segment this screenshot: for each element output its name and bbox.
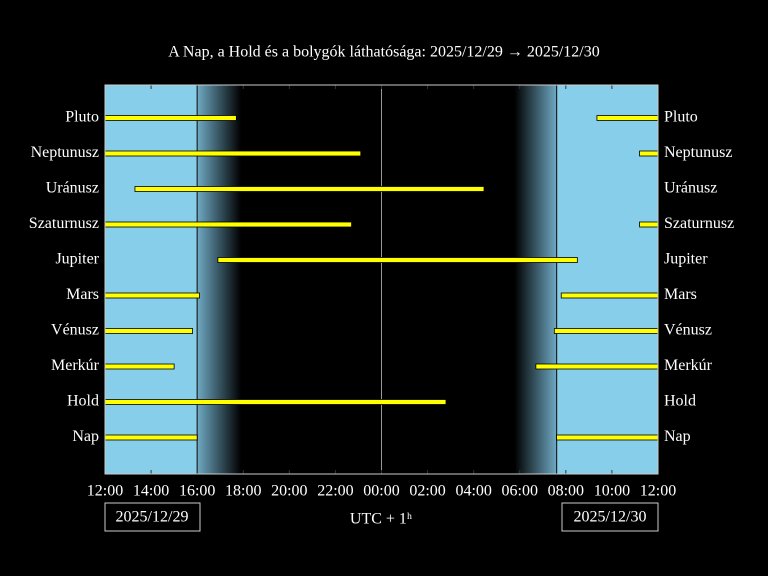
visibility-bar (639, 221, 659, 228)
x-tick-label: 06:00 (502, 483, 538, 500)
x-tick-label: 12:00 (640, 483, 676, 500)
visibility-bar (104, 292, 200, 299)
row-label: Hold (67, 393, 99, 410)
visibility-bar (560, 292, 659, 299)
row-label: Szaturnusz (29, 215, 99, 232)
visibility-bar (104, 150, 362, 157)
x-tick-label: 02:00 (409, 483, 445, 500)
row-label: Pluto (664, 109, 698, 126)
visibility-bar (104, 221, 352, 228)
row-label: Neptunusz (31, 144, 99, 161)
twilight (197, 85, 242, 474)
x-tick-label: 20:00 (271, 483, 307, 500)
visibility-bar (104, 363, 175, 370)
visibility-bar (553, 328, 659, 334)
visibility-bar (104, 328, 193, 334)
row-label: Mars (66, 286, 99, 303)
date-box (561, 502, 659, 532)
row-label: Vénusz (51, 322, 99, 339)
chart-title: A Nap, a Hold és a bolygók láthatósága: … (168, 44, 600, 61)
x-tick-label: 22:00 (317, 483, 353, 500)
plot-frame (104, 84, 659, 475)
visibility-bar (535, 363, 659, 370)
row-label: Neptunusz (664, 144, 732, 161)
row-label: Szaturnusz (664, 215, 734, 232)
row-label: Vénusz (664, 322, 712, 339)
row-label: Jupiter (55, 251, 99, 268)
visibility-bar (596, 115, 659, 121)
visibility-bar (217, 257, 578, 263)
x-tick-label: 14:00 (133, 483, 169, 500)
plot: 12:00 14:00 16:00 18:00 20:00 22:00 00:00 02:00… (29, 85, 734, 500)
x-tick-label: 08:00 (548, 483, 584, 500)
x-tick-label: 16:00 (179, 483, 215, 500)
row-label: Jupiter (664, 251, 708, 268)
row-label: Nap (664, 428, 691, 445)
visibility-bar (639, 150, 659, 157)
x-tick-label: 04:00 (455, 483, 491, 500)
x-tick-label: 10:00 (594, 483, 630, 500)
row-label: Mars (664, 286, 697, 303)
row-label: Uránusz (46, 180, 99, 197)
date-label: 2025/12/29 (116, 509, 189, 526)
row-label: Hold (664, 393, 696, 410)
visibility-bar (104, 434, 198, 441)
date-box (104, 502, 201, 532)
twilight (514, 85, 557, 474)
row-label: Nap (72, 428, 99, 445)
visibility-bar (104, 115, 237, 121)
background (105, 85, 658, 474)
x-tick-label: 12:00 (87, 483, 123, 500)
row-label: Uránusz (664, 180, 717, 197)
daylight (556, 85, 658, 474)
visibility-bar (104, 399, 447, 405)
x-tick-label: 18:00 (225, 483, 261, 500)
visibility-bar (556, 434, 659, 441)
date-label: 2025/12/30 (574, 509, 647, 526)
row-label: Merkúr (51, 357, 100, 374)
row-label: Pluto (65, 109, 99, 126)
row-label: Merkúr (664, 357, 713, 374)
daylight (105, 85, 198, 474)
x-tick-label: 00:00 (363, 483, 399, 500)
x-axis-label: UTC + 1ʰ (350, 511, 412, 528)
visibility-bar (134, 186, 485, 192)
